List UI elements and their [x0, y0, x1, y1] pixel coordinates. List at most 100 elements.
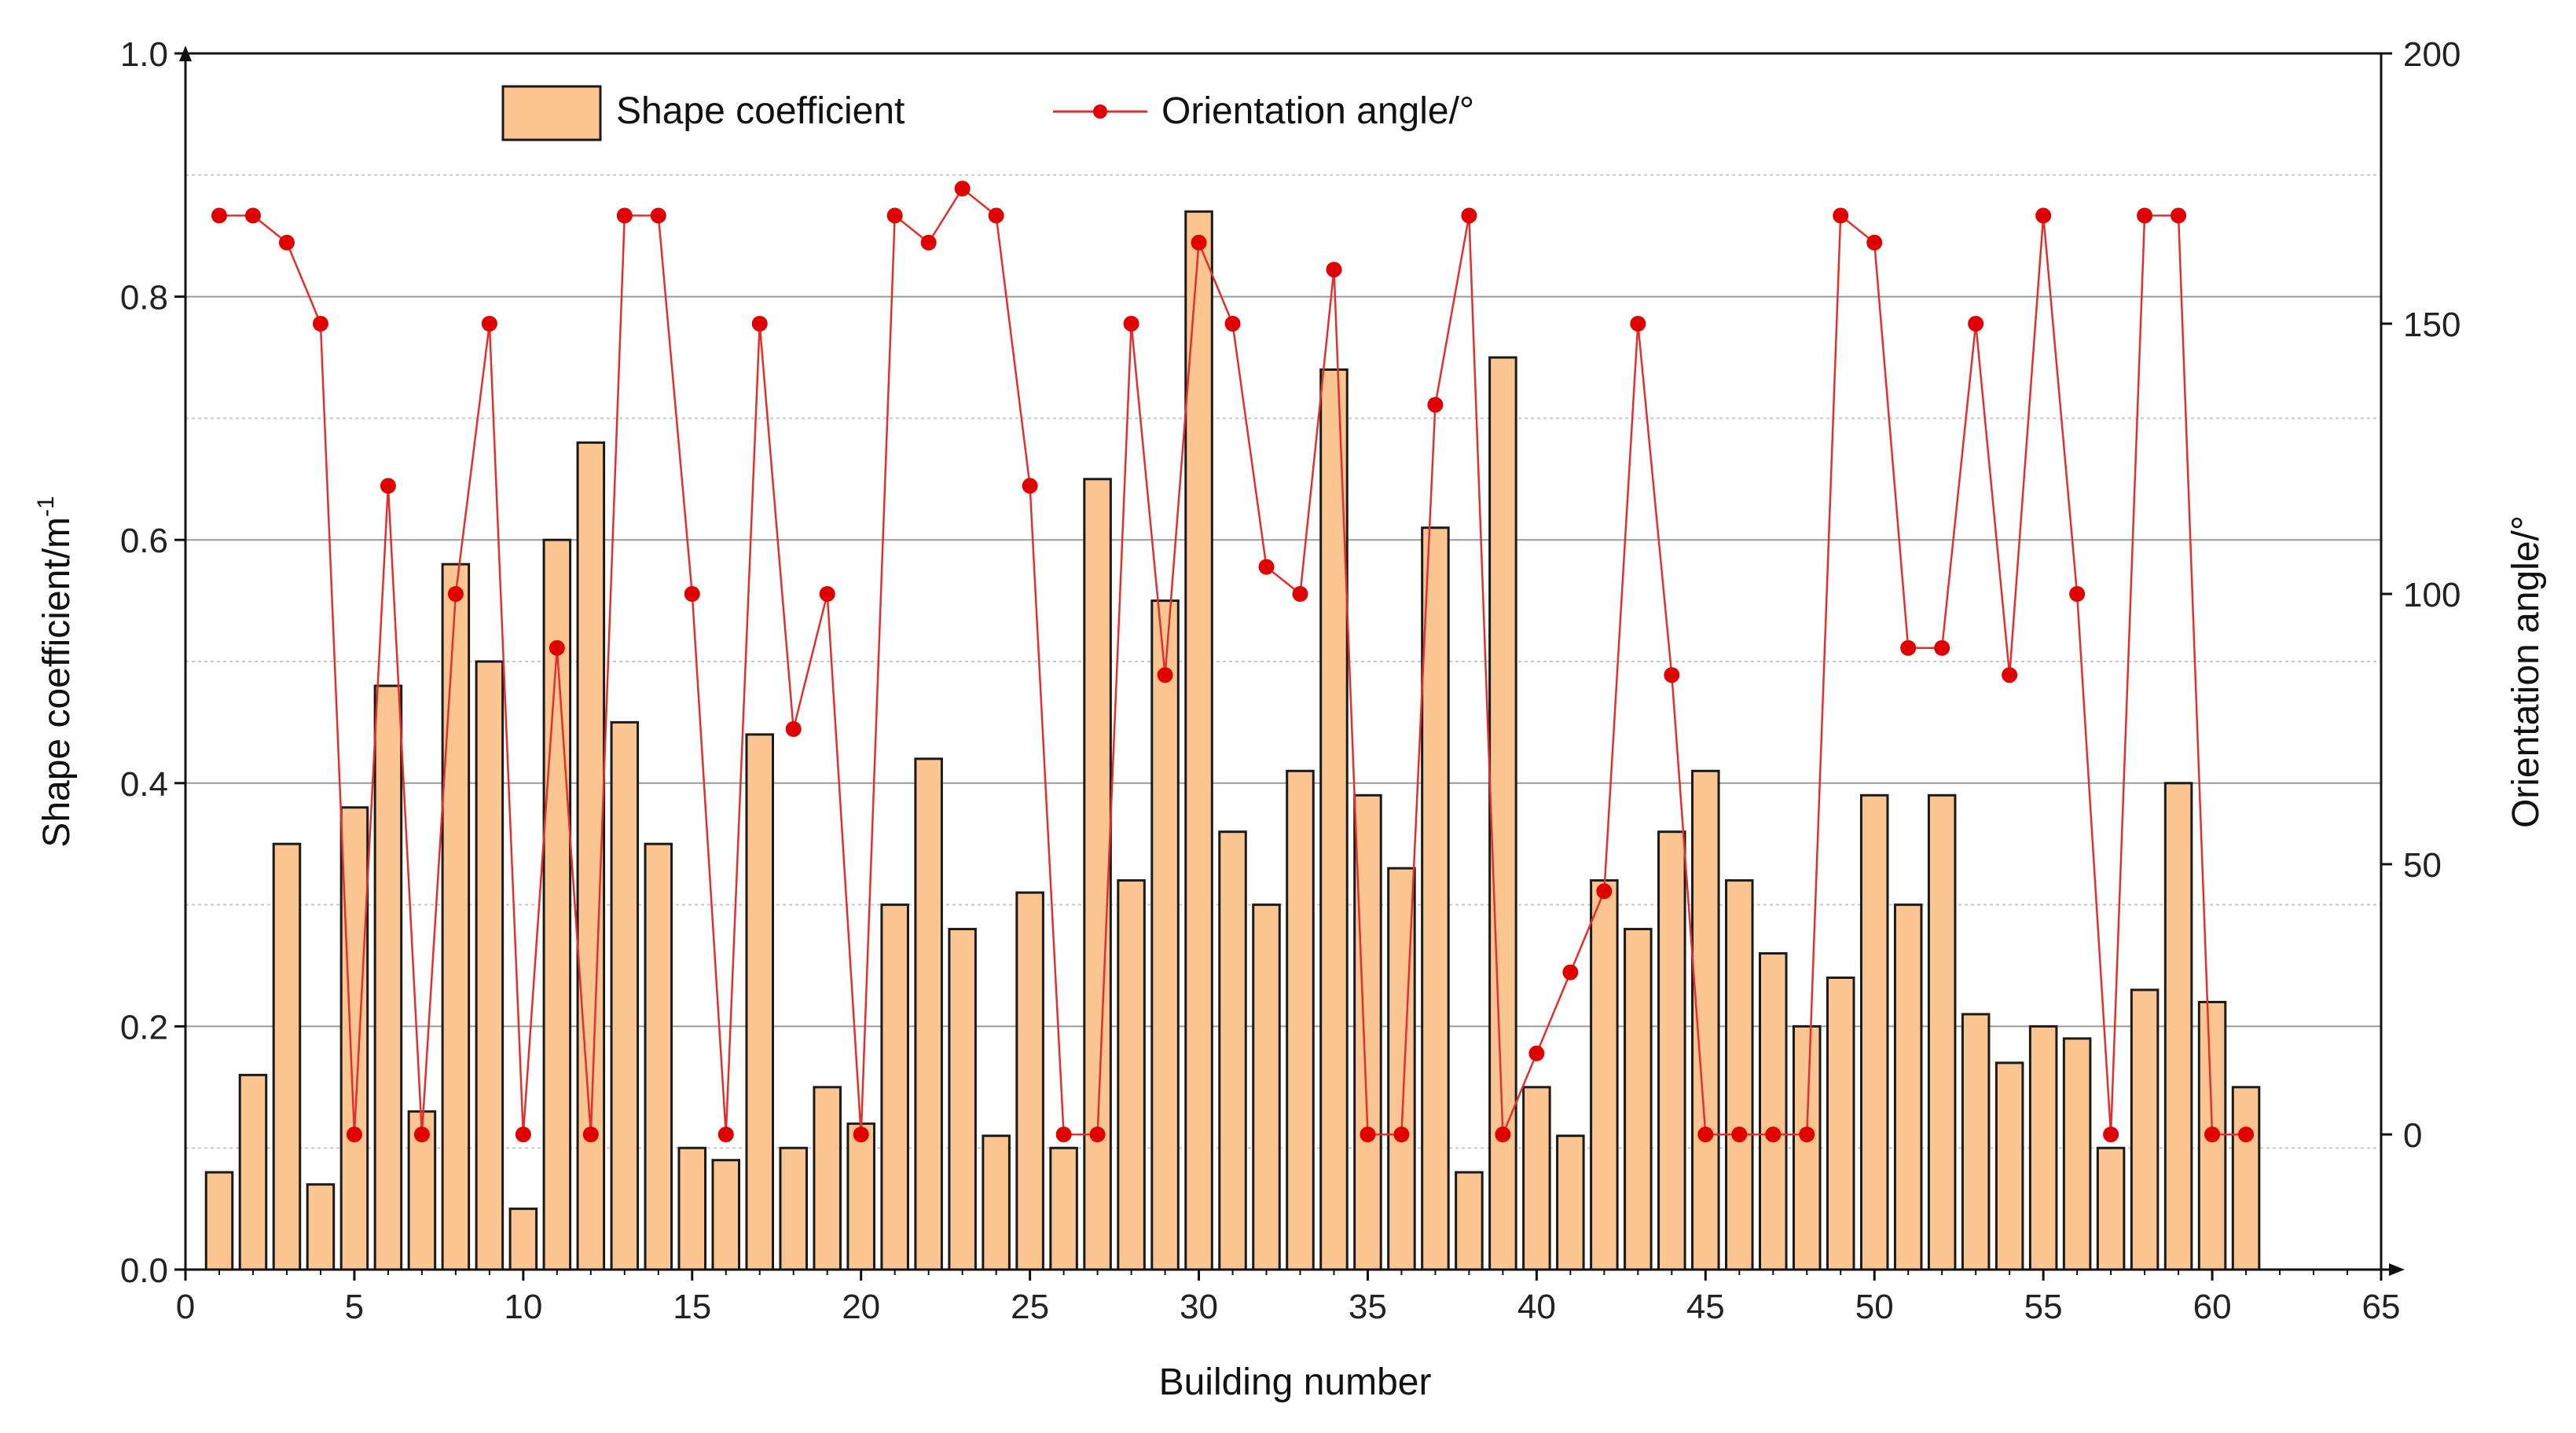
bar-building-19	[813, 1086, 842, 1271]
bar-building-29	[1150, 599, 1180, 1271]
bar-building-54	[1994, 1061, 2024, 1271]
bar-building-8	[441, 563, 471, 1271]
y-right-tick-label: 150	[2403, 306, 2460, 344]
orientation-point-12	[582, 1127, 599, 1142]
bar-building-9	[475, 660, 505, 1271]
bar-building-43	[1624, 928, 1653, 1271]
bar-building-52	[1927, 793, 1957, 1271]
x-tick-label: 15	[673, 1288, 711, 1326]
bar-building-38	[1455, 1171, 1484, 1271]
bar-building-31	[1218, 830, 1247, 1271]
x-tick-label: 10	[504, 1288, 542, 1326]
bar-building-16	[711, 1159, 741, 1271]
x-axis-title: Building number	[1159, 1362, 1432, 1403]
orientation-point-57	[2103, 1127, 2119, 1142]
bar-building-55	[2028, 1024, 2058, 1271]
orientation-point-27	[1089, 1127, 1106, 1142]
orientation-point-17	[751, 316, 768, 332]
orientation-point-36	[1393, 1127, 1410, 1142]
bar-building-17	[745, 733, 775, 1271]
bar-building-25	[1015, 891, 1044, 1271]
bar-layer	[204, 210, 2261, 1271]
axes-layer: 0 5 10 15 20 25 30 35 40 45 50 55 60 65 0.0 0.2 0.4 0.6 0.…	[120, 35, 2461, 1326]
x-tick-label: 55	[2024, 1288, 2063, 1326]
bar-building-5	[339, 806, 369, 1271]
y-right-tick-label: 200	[2403, 35, 2460, 74]
orientation-point-50	[1866, 234, 1883, 251]
bar-building-53	[1961, 1013, 1991, 1271]
orientation-point-45	[1697, 1127, 1714, 1142]
orientation-point-11	[549, 640, 565, 656]
orientation-point-56	[2069, 586, 2086, 602]
y-left-tick-label: 0.6	[120, 522, 168, 560]
orientation-point-39	[1495, 1127, 1511, 1142]
legend-bar-swatch	[501, 85, 602, 141]
x-tick-label: 50	[1855, 1288, 1894, 1326]
bar-building-46	[1725, 879, 1754, 1271]
orientation-point-26	[1055, 1127, 1072, 1142]
orientation-point-34	[1326, 262, 1342, 278]
orientation-point-16	[717, 1127, 734, 1142]
bar-building-32	[1252, 903, 1281, 1271]
x-tick-label: 45	[1686, 1288, 1725, 1326]
orientation-point-2	[244, 207, 261, 224]
x-tick-label: 5	[345, 1288, 364, 1326]
bar-building-22	[914, 757, 943, 1271]
orientation-point-15	[684, 586, 700, 602]
y-left-axis-title-sup: -1	[33, 496, 59, 517]
y-left-tick-label: 1.0	[120, 35, 168, 74]
x-tick-label: 30	[1180, 1288, 1218, 1326]
orientation-point-53	[1968, 316, 1984, 332]
orientation-point-21	[886, 207, 903, 224]
bar-building-4	[306, 1183, 336, 1271]
orientation-point-8	[447, 586, 464, 602]
y-left-axis-title-main: Shape coefficient/m	[36, 517, 78, 848]
bar-building-2	[238, 1073, 268, 1271]
orientation-point-20	[853, 1127, 869, 1142]
bar-building-33	[1286, 769, 1315, 1271]
bar-building-6	[373, 684, 403, 1271]
bar-building-3	[272, 842, 302, 1271]
orientation-point-31	[1224, 316, 1241, 332]
y-left-tick-label: 0.2	[120, 1008, 168, 1046]
y-right-tick-label: 50	[2403, 846, 2442, 885]
x-tick-label: 35	[1349, 1288, 1387, 1326]
orientation-point-60	[2204, 1127, 2221, 1142]
bar-building-1	[204, 1171, 234, 1271]
bar-building-47	[1759, 952, 1788, 1271]
orientation-point-47	[1765, 1127, 1782, 1142]
orientation-point-30	[1191, 234, 1207, 251]
y-right-axis-title: Orientation angle/°	[2505, 515, 2547, 828]
bar-building-42	[1590, 879, 1619, 1271]
orientation-point-48	[1799, 1127, 1815, 1142]
bar-building-21	[880, 903, 909, 1271]
bar-building-35	[1353, 793, 1382, 1271]
orientation-point-49	[1833, 207, 1849, 224]
orientation-point-22	[920, 234, 937, 251]
x-tick-label: 0	[176, 1288, 195, 1326]
x-tick-label: 25	[1011, 1288, 1049, 1326]
bar-building-27	[1083, 478, 1112, 1271]
orientation-point-6	[380, 478, 396, 494]
y-left-tick-label: 0.0	[120, 1252, 168, 1290]
bar-building-24	[982, 1134, 1011, 1271]
orientation-point-55	[2035, 207, 2052, 224]
orientation-point-4	[312, 316, 328, 332]
orientation-point-37	[1427, 397, 1444, 413]
bar-building-58	[2130, 988, 2160, 1271]
bar-building-10	[508, 1208, 538, 1271]
bar-building-61	[2231, 1086, 2261, 1271]
bar-building-26	[1049, 1146, 1078, 1271]
bar-building-41	[1556, 1134, 1585, 1271]
bar-building-15	[677, 1146, 707, 1271]
orientation-point-18	[785, 721, 802, 737]
x-tick-label: 60	[2193, 1288, 2232, 1326]
bar-building-40	[1522, 1086, 1551, 1271]
legend-bar-label: Shape coefficient	[616, 90, 905, 132]
orientation-point-23	[954, 181, 971, 196]
orientation-point-24	[988, 207, 1004, 224]
legend-line-marker	[1093, 104, 1107, 119]
legend-line-label: Orientation angle/°	[1161, 90, 1474, 132]
line-layer	[211, 181, 2255, 1142]
